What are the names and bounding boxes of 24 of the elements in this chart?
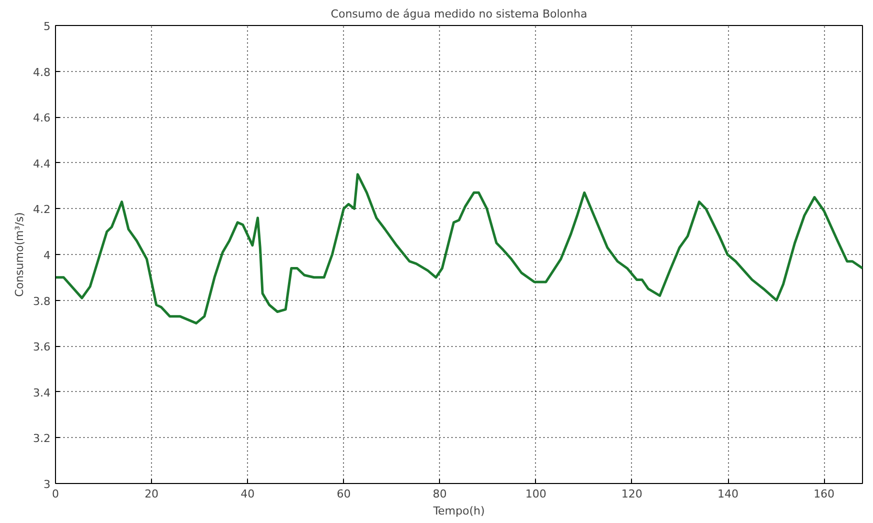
x-tick-label: 140 (718, 488, 738, 500)
x-tick-label: 80 (432, 488, 447, 500)
x-tick-label: 100 (525, 488, 546, 500)
y-tick-label: 3.6 (33, 340, 51, 354)
y-tick-label: 3.4 (33, 386, 51, 400)
x-axis-title: Tempo(h) (432, 504, 485, 518)
line-series (56, 173, 862, 324)
x-tick-label: 60 (336, 488, 351, 500)
y-tick-label: 3 (44, 478, 50, 491)
y-axis-title: Consumo(m³/s) (13, 212, 26, 297)
x-tick-label: 40 (240, 488, 255, 500)
chart-title: Consumo de água medido no sistema Bolonha (330, 8, 588, 20)
y-tick-label: 4.6 (33, 112, 51, 125)
x-tick-label: 120 (621, 488, 642, 500)
y-tick-label: 3.8 (33, 294, 51, 308)
y-tick-label: 5 (44, 20, 50, 33)
x-tick-label: 0 (52, 488, 59, 500)
y-tick-label: 4.2 (33, 203, 51, 216)
x-tick-label: 160 (814, 488, 835, 500)
x-tick-label: 20 (144, 488, 159, 500)
y-tick-label: 3.2 (33, 432, 51, 446)
y-tick-label: 4.8 (33, 66, 51, 79)
y-tick-label: 4 (44, 249, 50, 262)
y-tick-label: 4.4 (33, 157, 51, 170)
